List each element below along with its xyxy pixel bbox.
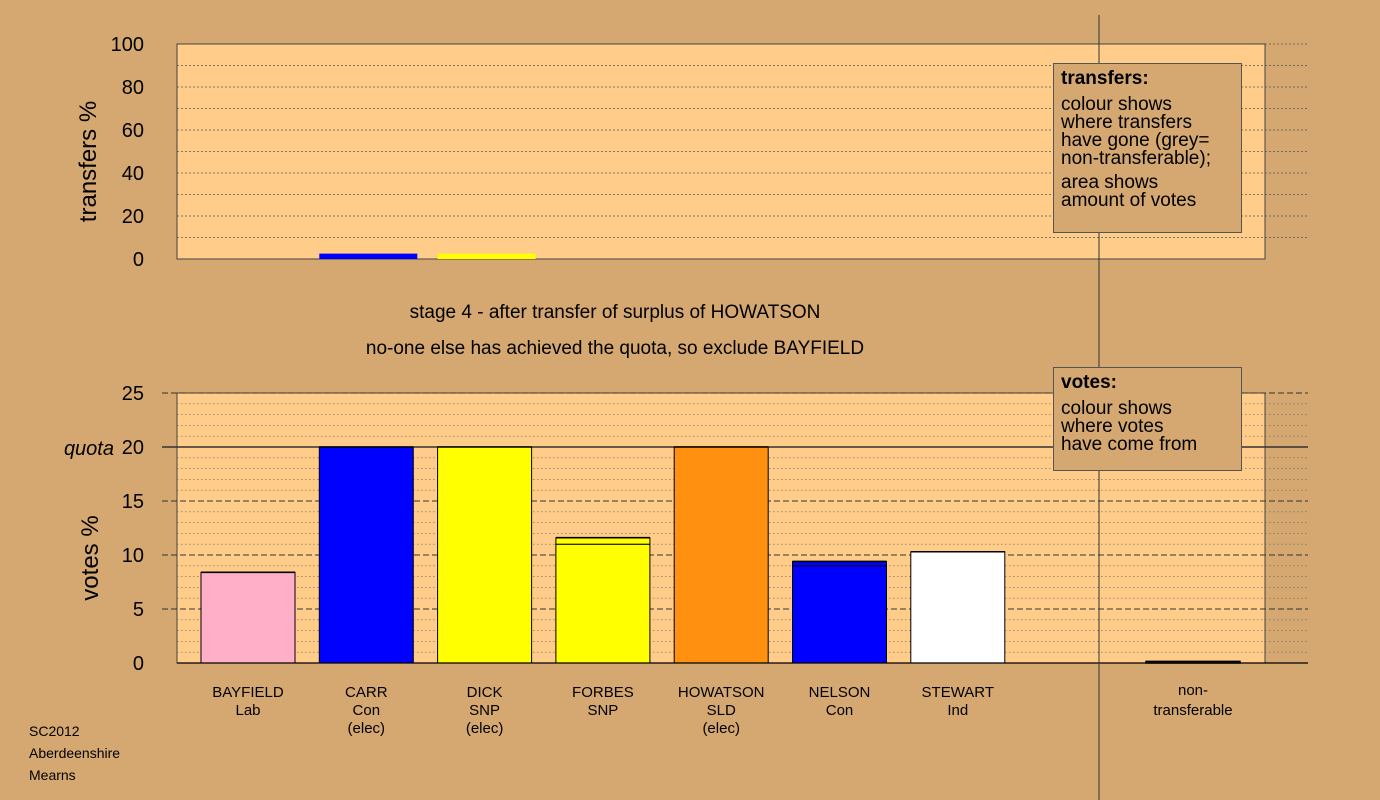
candidate-name: BAYFIELD (212, 684, 284, 701)
candidate-name: DICK (467, 684, 503, 701)
transfers-y-tick-label: 80 (122, 77, 144, 99)
candidate-party: SNP (469, 702, 500, 719)
candidate-status: (elec) (466, 720, 504, 737)
votes-legend-line: colour shows (1061, 398, 1172, 419)
transfers-legend-line: where transfers (1061, 112, 1192, 133)
votes-y-tick-label: 0 (133, 653, 144, 675)
transfers-legend-line: area shows (1061, 172, 1159, 193)
exclusion-caption: no-one else has achieved the quota, so e… (366, 338, 864, 359)
candidate-name: NELSON (809, 684, 871, 701)
non-transferable-label: transferable (1153, 702, 1232, 719)
transfers-legend-title: transfers: (1061, 68, 1149, 89)
votes-legend-line: where votes (1061, 416, 1164, 437)
transfer-bar (437, 253, 536, 259)
votes-legend-line: have come from (1061, 434, 1198, 455)
transfers-legend-line: have gone (grey= (1061, 130, 1210, 151)
vote-bar-segment (318, 446, 414, 664)
votes-legend-title: votes: (1061, 372, 1117, 393)
transfers-legend-line: colour shows (1061, 94, 1172, 115)
candidate-party: Ind (947, 702, 968, 719)
transfers-y-tick-label: 60 (122, 120, 144, 142)
footer: SC2012 Aberdeenshire Mearns (29, 720, 120, 786)
transfers-legend-line: non-transferable); (1061, 148, 1211, 169)
candidate-status: (elec) (348, 720, 386, 737)
footer-council: Aberdeenshire (29, 745, 121, 761)
transfers-y-tick-label: 100 (111, 34, 144, 56)
vote-bar-segment (555, 537, 651, 545)
footer-year: SC2012 (29, 723, 80, 739)
candidate-name: HOWATSON (678, 684, 765, 701)
quota-label: quota (64, 438, 114, 460)
vote-bar-segment (437, 446, 533, 664)
votes-legend: votes: colour shows where votes have com… (1053, 367, 1242, 471)
transfer-bar (319, 253, 418, 259)
vote-bar-segment (555, 543, 651, 664)
transfers-y-axis-label: transfers % (75, 101, 102, 222)
footer-ward: Mearns (29, 767, 76, 783)
transfers-y-tick-label: 0 (133, 249, 144, 271)
candidate-party: SNP (587, 702, 618, 719)
transfers-legend-line: amount of votes (1061, 190, 1197, 211)
stage-caption: stage 4 - after transfer of surplus of H… (410, 302, 821, 323)
candidate-name: STEWART (922, 684, 995, 701)
vote-bar-segment (910, 551, 1006, 664)
votes-y-axis-label: votes % (77, 515, 104, 600)
transfers-y-tick-label: 20 (122, 206, 144, 228)
votes-y-tick-label: 5 (133, 599, 144, 621)
candidate-party: Con (826, 702, 854, 719)
votes-y-tick-label: 20 (122, 437, 144, 459)
candidate-party: Lab (235, 702, 260, 719)
transfers-y-tick-label: 40 (122, 163, 144, 185)
candidate-party: SLD (707, 702, 736, 719)
vote-bar-segment (792, 565, 887, 664)
candidate-name: CARR (345, 684, 388, 701)
candidate-name: FORBES (572, 684, 634, 701)
votes-y-tick-label: 25 (122, 383, 144, 405)
vote-bar-segment (200, 571, 296, 664)
non-transferable-label: non- (1178, 682, 1208, 699)
transfers-legend: transfers: colour shows where transfers … (1053, 63, 1242, 233)
votes-y-tick-label: 15 (122, 491, 144, 513)
candidate-status: (elec) (702, 720, 740, 737)
candidate-party: Con (353, 702, 381, 719)
vote-bar-segment (673, 446, 769, 664)
votes-y-tick-label: 10 (122, 545, 144, 567)
